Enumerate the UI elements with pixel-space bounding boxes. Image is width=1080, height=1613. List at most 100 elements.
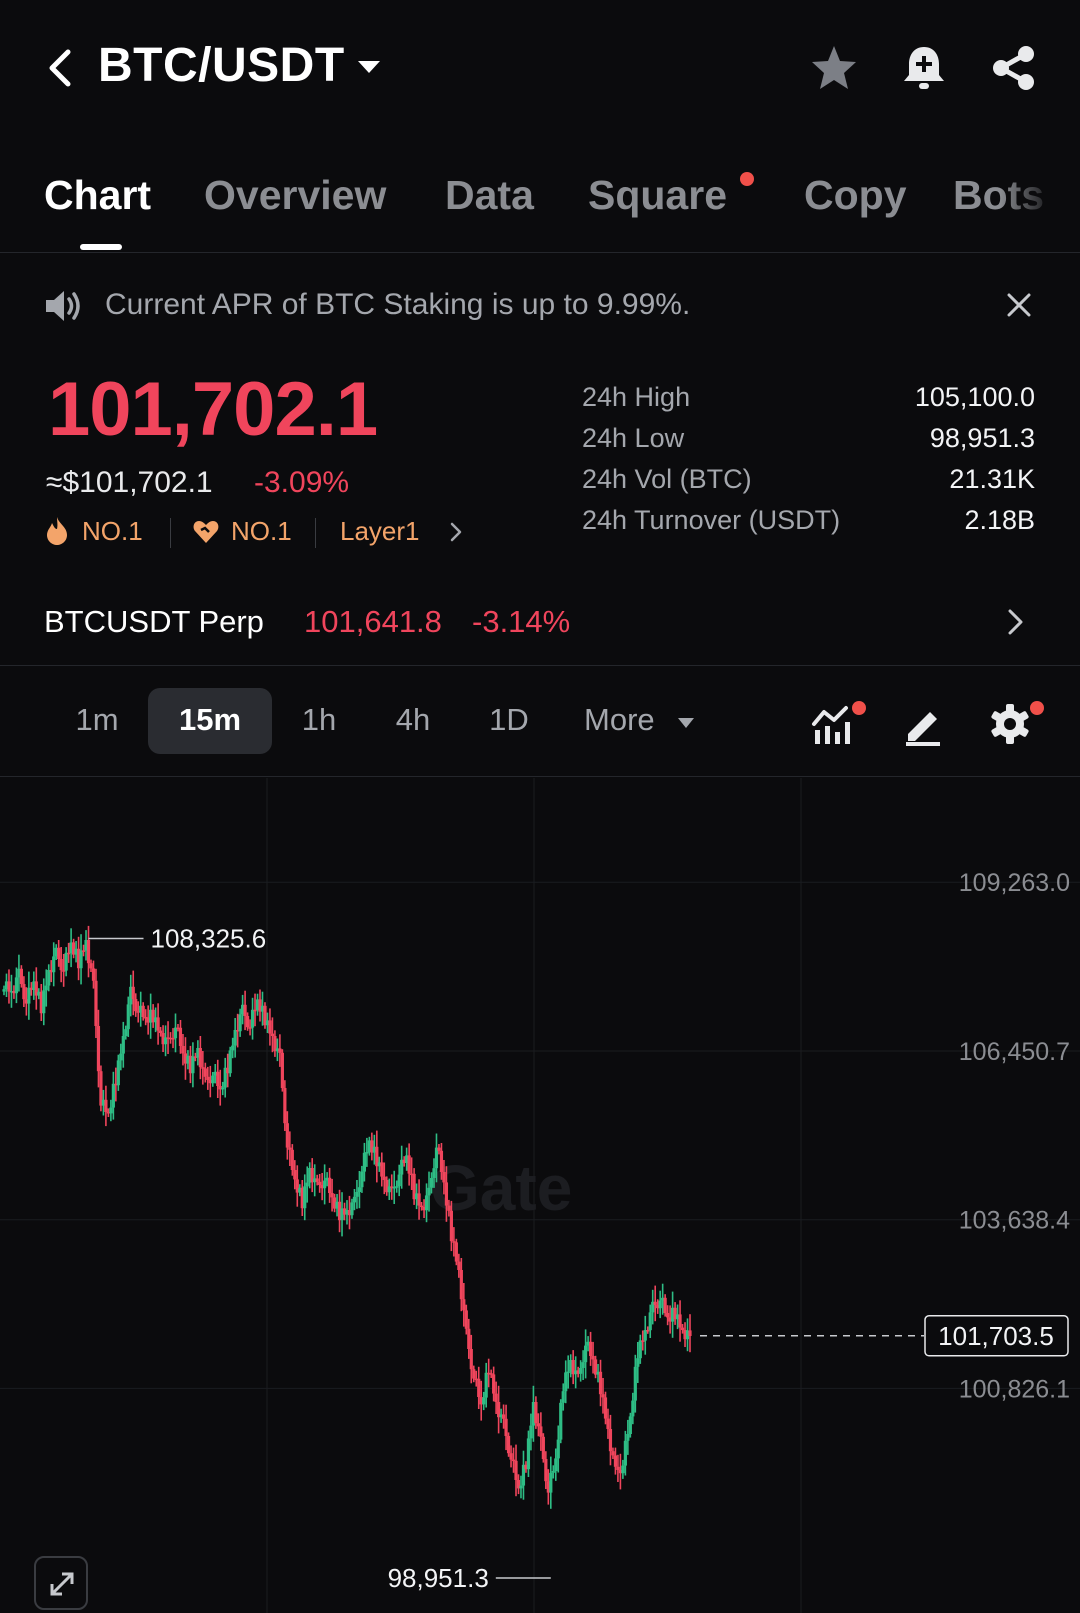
candle-body [549,1472,553,1493]
fullscreen-button[interactable] [34,1556,88,1610]
candle-body [467,1328,471,1349]
candle-body [449,1210,453,1242]
candle-body [24,999,28,1004]
candle-body [203,1068,207,1077]
candle-body [318,1181,322,1185]
candle-body [300,1187,304,1209]
expand-icon [50,1572,74,1596]
candle-body [305,1182,309,1187]
candle-body [14,977,19,994]
candle-body [154,1017,158,1023]
candle-body [313,1178,317,1183]
indicators-notification-dot [852,701,866,715]
timeframe-1d[interactable]: 1D [489,702,529,737]
candle-body [459,1270,463,1300]
candle-body [161,1033,165,1045]
category-tag[interactable]: Layer1 [340,516,420,546]
candle-body [352,1196,357,1203]
candle-body [198,1048,202,1068]
rank-tag-popular[interactable]: NO.1 [231,516,292,546]
draw-tool-icon[interactable] [900,700,948,748]
candle-body [648,1312,652,1331]
candle-body [357,1187,362,1192]
candle-body [213,1071,217,1076]
perp-change-percent: -3.14% [472,604,571,639]
indicators-icon[interactable] [810,700,858,748]
candle-body [211,1075,215,1084]
candlestick-chart[interactable]: 109,263.0 106,450.7 103,638.4 100,826.1 Gat… [0,778,1080,1613]
chevron-right-icon[interactable] [448,520,464,544]
candle-body [52,956,56,973]
candle-body [412,1173,416,1200]
candle-body [616,1466,620,1470]
candle-body [551,1471,555,1473]
candle-body [618,1470,623,1474]
candle-body [218,1086,222,1090]
tab-bar: Chart Overview Data Square Copy Bots [0,168,1080,252]
candle-body [494,1393,498,1402]
candle-body [206,1076,210,1080]
share-icon[interactable] [988,42,1040,94]
candle-body [295,1179,299,1193]
candle-body [71,942,76,955]
candle-body [42,990,46,1014]
tab-overview[interactable]: Overview [204,172,387,218]
tab-data[interactable]: Data [445,172,534,218]
pair-title[interactable]: BTC/USDT [98,39,345,92]
candle-body [323,1180,327,1189]
candle-body [96,1026,101,1072]
candle-body [151,1009,155,1023]
tab-fade [1000,168,1080,252]
candle-body [328,1177,332,1193]
settings-gear-icon[interactable] [986,700,1034,748]
candle-body [290,1149,294,1170]
candle-body [653,1301,657,1305]
timeframe-4h[interactable]: 4h [395,702,431,737]
candle-body [636,1358,640,1367]
rank-tag-hot[interactable]: NO.1 [82,516,143,546]
chevron-right-icon[interactable] [1004,606,1028,638]
star-favorite-icon[interactable] [808,42,860,94]
tab-chart[interactable]: Chart [44,172,152,218]
more-dropdown-icon[interactable] [676,716,696,730]
timeframe-1m[interactable]: 1m [75,702,119,737]
candle-body [268,1020,272,1034]
candle-body [541,1436,545,1459]
timeframe-15m[interactable]: 15m [178,702,242,737]
candle-body [67,952,71,955]
candle-body [121,1036,125,1054]
current-price-box [924,1315,1069,1357]
stat-value-volume: 21.31K [949,464,1035,494]
timeframe-1h[interactable]: 1h [301,702,337,737]
candle-body [337,1201,342,1221]
close-icon[interactable] [1004,290,1034,320]
back-arrow-icon[interactable] [40,44,80,92]
candle-body [293,1170,297,1180]
candle-body [141,1005,145,1017]
pair-dropdown-icon[interactable] [356,58,382,76]
candle-body [514,1460,518,1480]
candle-body [181,1046,185,1054]
candle-body [556,1439,560,1459]
candle-body [4,981,9,990]
candle-body [303,1186,307,1209]
last-price: 101,702.1 [48,367,378,452]
candle-body [325,1177,329,1181]
candle-body [335,1201,339,1209]
tab-square[interactable]: Square [588,172,727,218]
tab-copy[interactable]: Copy [804,172,907,218]
candle-body [196,1048,200,1058]
candle-body [444,1182,449,1206]
candle-body [390,1186,394,1188]
announcement-text[interactable]: Current APR of BTC Staking is up to 9.99… [105,288,691,321]
candle-body [675,1314,680,1320]
candle-body [658,1300,662,1309]
candle-body [663,1297,667,1313]
candle-body [656,1305,660,1309]
add-alert-bell-icon[interactable] [898,42,950,94]
candle-body [265,1020,270,1026]
candle-body [631,1400,635,1417]
candle-body [651,1301,655,1313]
perp-name[interactable]: BTCUSDT Perp [44,604,264,639]
timeframe-more[interactable]: More [584,702,655,737]
